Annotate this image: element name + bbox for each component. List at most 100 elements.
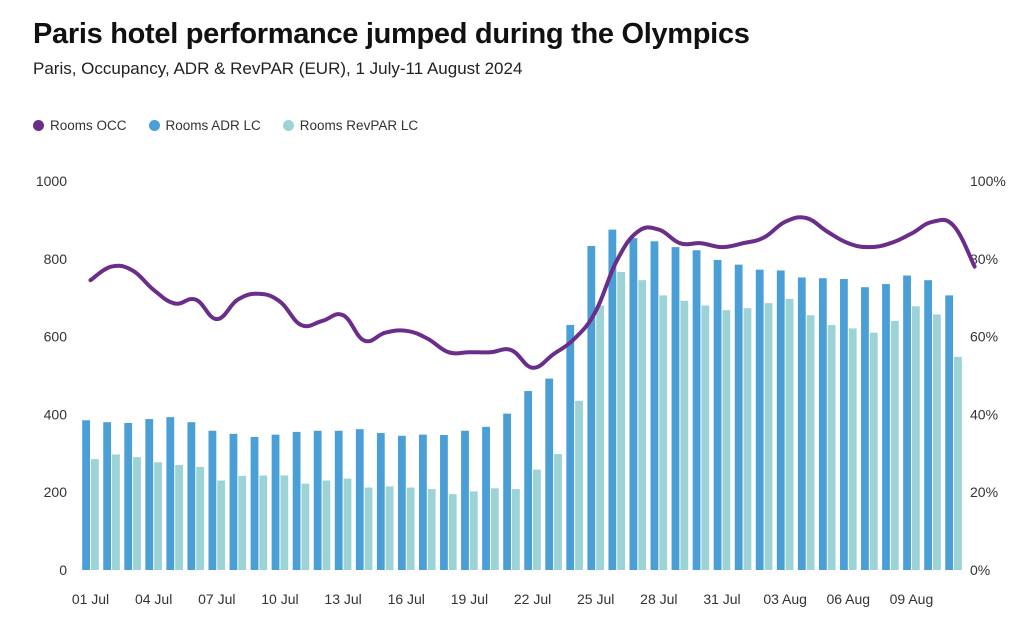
bar-revpar	[954, 356, 962, 570]
bar-adr	[376, 433, 385, 570]
bar-adr	[334, 430, 343, 570]
bar-revpar	[406, 487, 415, 570]
bar-adr	[903, 275, 911, 570]
bar-adr	[103, 422, 112, 570]
bar-adr	[419, 434, 427, 570]
chart-subtitle: Paris, Occupancy, ADR & RevPAR (EUR), 1 …	[33, 59, 523, 78]
bar-adr	[671, 247, 680, 570]
bar-adr	[503, 413, 511, 570]
bar-revpar	[196, 466, 205, 570]
bar-adr	[187, 422, 196, 570]
bar-adr	[355, 429, 364, 570]
bar-adr	[250, 436, 259, 570]
legend: Rooms OCC Rooms ADR LC Rooms RevPAR LC	[33, 118, 418, 133]
bar-revpar	[933, 314, 941, 570]
bar-adr	[461, 430, 469, 570]
y-left-tick-label: 400	[44, 406, 68, 422]
y-left-tick-label: 200	[44, 484, 68, 500]
bar-adr	[797, 277, 806, 570]
legend-item-revpar[interactable]: Rooms RevPAR LC	[282, 118, 418, 133]
bar-revpar	[280, 475, 289, 570]
bar-adr	[166, 417, 175, 570]
bar-adr	[713, 259, 722, 570]
bar-adr	[482, 426, 490, 570]
bar-revpar	[848, 328, 857, 570]
bar-revpar	[175, 464, 183, 570]
bar-revpar	[806, 315, 815, 570]
bar-revpar	[827, 324, 836, 570]
bar-adr	[776, 270, 785, 570]
y-right-tick-label: 60%	[970, 329, 998, 345]
bar-revpar	[680, 300, 689, 570]
bar-adr	[440, 435, 448, 570]
bar-adr	[524, 391, 533, 570]
bar-adr	[650, 241, 659, 571]
bar-revpar	[133, 457, 141, 570]
y-right-tick-label: 80%	[970, 251, 998, 267]
bar-revpar	[785, 298, 794, 570]
x-tick-label: 04 Jul	[135, 591, 172, 607]
bar-revpar	[154, 462, 162, 570]
x-tick-label: 09 Aug	[890, 591, 934, 607]
bar-revpar	[343, 478, 352, 570]
bar-revpar	[217, 480, 226, 570]
bar-revpar	[322, 480, 331, 570]
bar-adr	[229, 433, 238, 570]
bar-adr	[208, 430, 217, 570]
occ-line	[88, 215, 977, 370]
x-tick-label: 01 Jul	[72, 591, 109, 607]
legend-swatch-revpar	[282, 120, 294, 131]
bar-adr	[608, 229, 617, 570]
bar-revpar	[91, 459, 99, 570]
y-right-tick-label: 0%	[970, 562, 990, 578]
bar-adr	[313, 430, 322, 570]
x-tick-label: 19 Jul	[451, 591, 488, 607]
bar-adr	[397, 435, 406, 570]
bar-adr	[82, 420, 90, 570]
bar-revpar	[575, 400, 583, 570]
y-right-tick-label: 100%	[970, 173, 1006, 189]
bar-revpar	[490, 488, 499, 570]
bar-revpar	[112, 454, 120, 570]
bar-adr	[945, 295, 954, 570]
legend-item-occ[interactable]: Rooms OCC	[33, 118, 127, 133]
bar-revpar	[911, 306, 920, 570]
bar-revpar	[659, 295, 668, 570]
bar-adr	[292, 431, 301, 570]
bar-revpar	[259, 475, 268, 570]
x-tick-label: 07 Jul	[198, 591, 235, 607]
y-left-tick-label: 0	[59, 562, 67, 578]
bar-revpar	[238, 475, 247, 570]
bar-revpar	[638, 280, 647, 570]
bar-adr	[271, 434, 280, 570]
bar-adr	[861, 287, 869, 570]
x-tick-label: 22 Jul	[514, 591, 551, 607]
legend-label-occ: Rooms OCC	[50, 118, 127, 133]
y-left-tick-label: 600	[44, 329, 68, 345]
bar-revpar	[469, 491, 478, 570]
bar-adr	[818, 278, 827, 570]
legend-swatch-occ	[33, 120, 44, 131]
bar-revpar	[596, 305, 604, 570]
legend-swatch-adr	[148, 120, 160, 131]
x-tick-label: 03 Aug	[763, 591, 807, 607]
bar-revpar	[448, 494, 457, 570]
y-left-tick-label: 800	[44, 251, 68, 267]
x-tick-label: 28 Jul	[640, 591, 677, 607]
bar-revpar	[617, 272, 626, 570]
bar-adr	[755, 269, 764, 570]
y-right-tick-label: 20%	[970, 484, 998, 500]
bar-adr	[629, 238, 638, 571]
x-tick-label: 13 Jul	[324, 591, 361, 607]
bar-adr	[124, 422, 133, 570]
bar-adr	[587, 245, 596, 570]
chart-title: Paris hotel performance jumped during th…	[33, 18, 750, 50]
bar-adr	[545, 378, 554, 570]
bar-revpar	[869, 332, 878, 570]
legend-item-adr[interactable]: Rooms ADR LC	[148, 118, 261, 133]
x-tick-label: 16 Jul	[388, 591, 425, 607]
bar-revpar	[364, 487, 373, 570]
bar-revpar	[722, 310, 731, 570]
bar-revpar	[554, 454, 562, 570]
